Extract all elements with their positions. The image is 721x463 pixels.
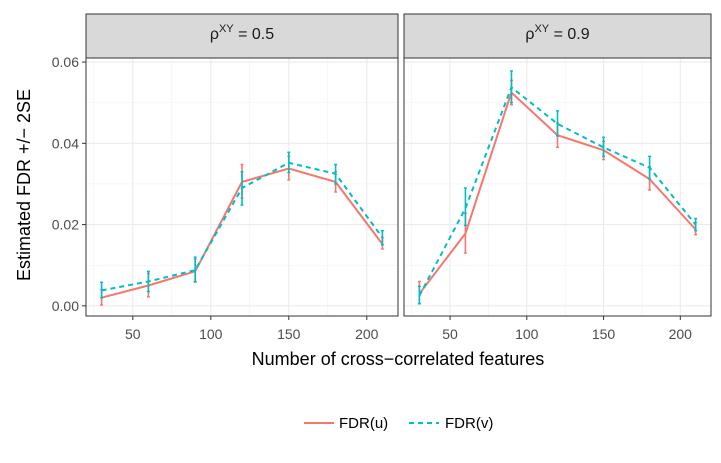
series-FDR(v) (417, 70, 698, 305)
x-tick-label: 150 (277, 326, 301, 342)
facet-strip-label: ρXY = 0.9 (525, 23, 589, 43)
series-line (418, 85, 697, 297)
series-line (101, 161, 384, 292)
y-tick-label: 0.04 (52, 135, 79, 151)
x-tick-label: 100 (515, 326, 539, 342)
panel-1: ρXY = 0.5 50 100 150 200 (85, 13, 399, 342)
y-axis: 0.00 0.02 0.04 0.06 (52, 54, 86, 314)
legend-label: FDR(v) (445, 415, 493, 432)
facet-strip (85, 13, 399, 59)
x-tick-label: 50 (442, 326, 458, 342)
x-tick-label: 50 (125, 326, 141, 342)
y-tick-label: 0.02 (52, 217, 79, 233)
legend: FDR(u) FDR(v) (304, 415, 493, 432)
facet-strip (403, 13, 712, 59)
panel-border (85, 57, 399, 317)
y-tick-label: 0.06 (52, 54, 79, 70)
panel-2: ρXY = 0.9 50 100 150 200 (403, 13, 712, 342)
facet-strip-label: ρXY = 0.5 (210, 23, 274, 43)
legend-item-FDR(u): FDR(u) (304, 415, 388, 432)
y-axis-title: Estimated FDR +/− 2SE (14, 89, 34, 281)
legend-item-FDR(v): FDR(v) (409, 415, 493, 432)
x-tick-label: 150 (592, 326, 616, 342)
panel-border (403, 57, 712, 317)
panels-layer: ρXY = 0.5 50 100 150 200 ρXY = 0.9 50 100 150 200 (85, 13, 712, 342)
panel-background (404, 58, 711, 316)
x-tick-label: 200 (669, 326, 693, 342)
legend-label: FDR(u) (339, 415, 388, 432)
x-tick-label: 200 (355, 326, 379, 342)
y-tick-label: 0.00 (52, 298, 79, 314)
series-FDR(v) (100, 151, 384, 299)
x-axis-title: Number of cross−correlated features (252, 349, 545, 369)
x-tick-label: 100 (199, 326, 223, 342)
